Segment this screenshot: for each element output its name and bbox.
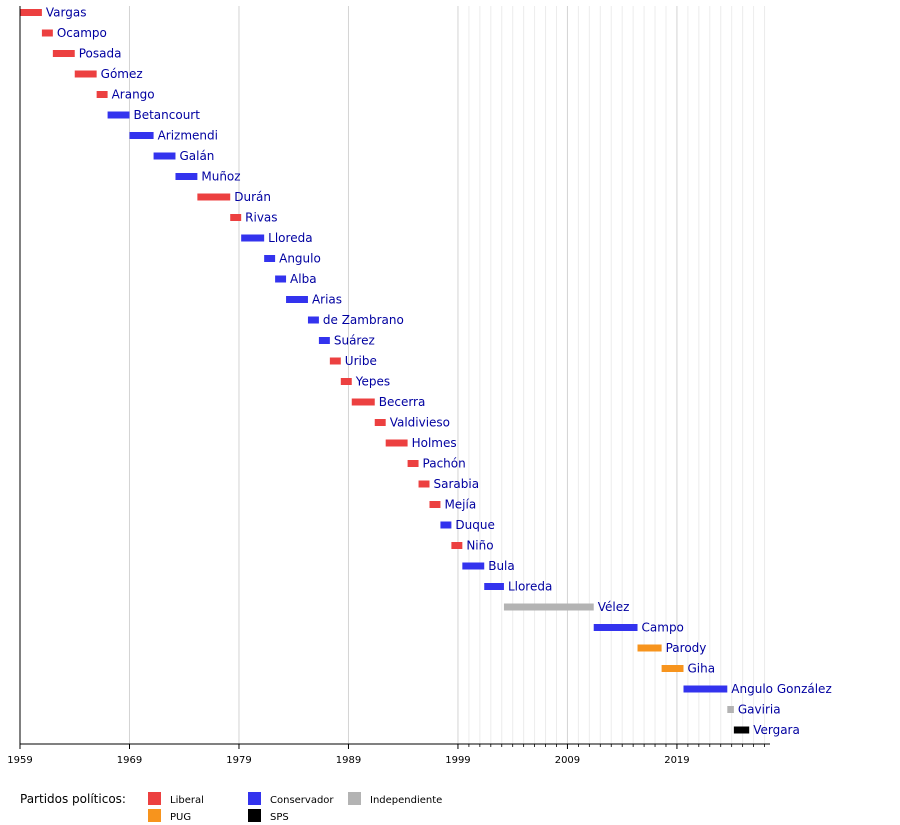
term-label: Arias bbox=[312, 293, 342, 307]
term-bar bbox=[661, 665, 684, 672]
term-label: Posada bbox=[79, 47, 122, 61]
term-label: Galán bbox=[179, 149, 214, 163]
x-tick-label: 1969 bbox=[117, 755, 142, 766]
term-bar bbox=[351, 398, 375, 406]
term-label: Giha bbox=[688, 662, 716, 676]
term-bar bbox=[385, 439, 408, 447]
term-label: Valdivieso bbox=[390, 416, 450, 430]
term-label: Muñoz bbox=[201, 170, 240, 184]
term-bar bbox=[451, 542, 463, 549]
term-bar bbox=[503, 603, 594, 611]
term-bar bbox=[418, 480, 430, 488]
x-tick-label: 1979 bbox=[226, 755, 251, 766]
term-bar bbox=[74, 70, 97, 78]
term-label: Yepes bbox=[355, 375, 390, 389]
term-bar bbox=[733, 726, 750, 734]
axes bbox=[19, 6, 770, 745]
term-bar bbox=[175, 173, 198, 180]
term-label: Alba bbox=[290, 272, 317, 286]
term-bar bbox=[429, 501, 441, 508]
term-bar bbox=[329, 357, 341, 365]
term-bar bbox=[96, 91, 108, 98]
term-label: Parody bbox=[666, 641, 707, 655]
term-bar bbox=[683, 685, 728, 693]
legend-title: Partidos políticos: bbox=[20, 792, 126, 806]
term-label: Lloreda bbox=[508, 580, 552, 594]
term-label: Niño bbox=[466, 539, 493, 553]
x-tick-label: 1999 bbox=[445, 755, 470, 766]
legend-label: PUG bbox=[170, 812, 191, 823]
legend-label: Independiente bbox=[370, 795, 442, 806]
legend-label: SPS bbox=[270, 812, 289, 823]
term-label: Vélez bbox=[598, 600, 630, 614]
term-bar bbox=[637, 644, 662, 652]
term-label: Ocampo bbox=[57, 26, 107, 40]
term-bar bbox=[307, 316, 319, 324]
legend: Partidos políticos: Liberal Conservador Ind… bbox=[20, 792, 442, 823]
term-label: Rivas bbox=[245, 211, 277, 225]
term-bar bbox=[318, 337, 330, 344]
term-label: Vargas bbox=[46, 6, 87, 20]
term-bar bbox=[52, 50, 75, 57]
term-label: de Zambrano bbox=[323, 313, 404, 327]
legend-label: Liberal bbox=[170, 795, 204, 806]
term-label: Duque bbox=[455, 518, 494, 532]
minor-gridlines bbox=[468, 6, 766, 744]
term-label: Arizmendi bbox=[158, 129, 218, 143]
term-bar bbox=[593, 624, 638, 631]
term-label: Durán bbox=[234, 190, 271, 204]
term-bar bbox=[129, 132, 154, 139]
term-bar bbox=[230, 214, 242, 221]
term-bar bbox=[153, 152, 176, 160]
term-bar bbox=[462, 562, 485, 570]
term-bar bbox=[440, 521, 452, 529]
term-bar bbox=[727, 706, 734, 713]
term-bar bbox=[286, 296, 308, 303]
major-gridlines bbox=[128, 6, 678, 744]
term-label: Pachón bbox=[423, 457, 466, 471]
x-tick-label: 1989 bbox=[336, 755, 361, 766]
term-bar bbox=[407, 460, 419, 467]
term-label: Angulo González bbox=[731, 682, 831, 696]
term-label: Lloreda bbox=[268, 231, 312, 245]
x-tick-label: 1959 bbox=[7, 755, 32, 766]
legend-swatch bbox=[148, 792, 161, 805]
term-label: Gómez bbox=[101, 67, 143, 81]
term-label: Bula bbox=[488, 559, 515, 573]
term-label: Campo bbox=[642, 621, 684, 635]
term-bar bbox=[374, 419, 386, 426]
term-label: Suárez bbox=[334, 334, 375, 348]
term-bar bbox=[275, 275, 287, 283]
term-bar bbox=[197, 193, 231, 201]
term-bar bbox=[20, 9, 42, 16]
term-label: Betancourt bbox=[133, 108, 200, 122]
term-bar bbox=[241, 234, 265, 242]
x-axis-ticks: 1959 1969 1979 1989 1999 2009 2019 bbox=[7, 744, 765, 766]
term-label: Becerra bbox=[379, 395, 426, 409]
term-label: Arango bbox=[112, 88, 155, 102]
term-labels: Vargas Ocampo Posada Gómez Arango Betancourt A… bbox=[46, 6, 832, 738]
term-label: Holmes bbox=[412, 436, 457, 450]
term-label: Mejía bbox=[444, 498, 476, 512]
term-label: Gaviria bbox=[738, 703, 781, 717]
term-label: Angulo bbox=[279, 252, 321, 266]
term-bar bbox=[484, 583, 504, 590]
x-tick-label: 2009 bbox=[555, 755, 580, 766]
term-bars bbox=[20, 9, 750, 734]
term-bar bbox=[41, 29, 53, 37]
term-bar bbox=[107, 111, 130, 119]
term-label: Sarabia bbox=[433, 477, 479, 491]
legend-label: Conservador bbox=[270, 795, 334, 806]
legend-swatch bbox=[248, 792, 261, 805]
legend-swatch bbox=[248, 809, 261, 822]
term-label: Vergara bbox=[753, 723, 800, 737]
term-label: Uribe bbox=[345, 354, 377, 368]
x-tick-label: 2019 bbox=[664, 755, 689, 766]
legend-swatch bbox=[148, 809, 161, 822]
term-bar bbox=[264, 255, 276, 262]
term-bar bbox=[340, 378, 352, 385]
legend-swatch bbox=[348, 792, 361, 805]
